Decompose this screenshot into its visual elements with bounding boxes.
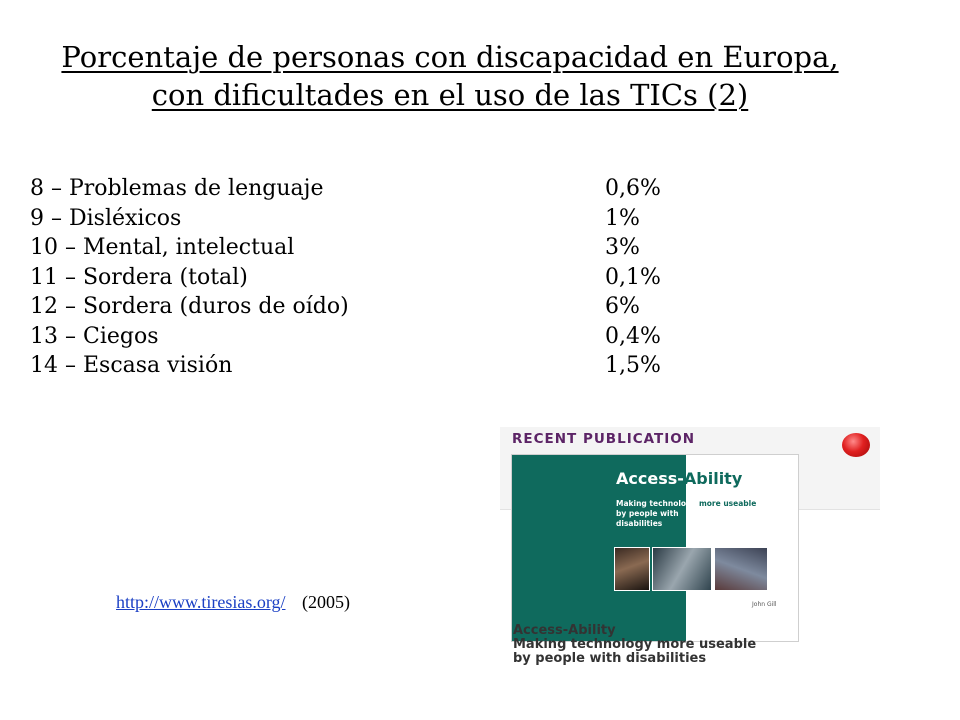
source-year: (2005)	[302, 592, 350, 612]
list-item: 10 – Mental, intelectual 3%	[30, 233, 710, 263]
slide-title-line-2: con dificultades en el uso de las TICs (…	[151, 78, 749, 112]
cover-subtitle-part-2: more useable	[698, 499, 757, 508]
list-item: 9 – Disléxicos 1%	[30, 204, 710, 234]
cover-subtitle-line-2: by people with	[616, 509, 679, 518]
item-label: 13 – Ciegos	[30, 323, 159, 349]
book-cover: Access-Ability Making technology more us…	[511, 454, 799, 642]
item-label: 9 – Disléxicos	[30, 205, 182, 231]
cover-subtitle-part-1: Making technology	[616, 499, 697, 508]
caption-line-1: Access-Ability	[513, 623, 616, 638]
item-label: 11 – Sordera (total)	[30, 264, 248, 290]
publication-header-title: RECENT PUBLICATION	[512, 431, 696, 447]
slide-title: Porcentaje de personas con discapacidad …	[0, 38, 900, 114]
list-item: 12 – Sordera (duros de oído) 6%	[30, 292, 710, 322]
cover-subtitle-line-3: disabilities	[616, 519, 663, 528]
disability-percentage-list: 8 – Problemas de lenguaje 0,6% 9 – Dislé…	[30, 174, 710, 381]
cover-title-part-1: Access-	[616, 469, 684, 488]
list-item: 13 – Ciegos 0,4%	[30, 322, 710, 352]
cover-author: John Gill	[752, 601, 777, 608]
item-label: 12 – Sordera (duros de oído)	[30, 294, 349, 319]
item-label: 8 – Problemas de lenguaje	[30, 176, 324, 201]
item-label: 14 – Escasa visión	[30, 353, 233, 378]
caption-line-3: by people with disabilities	[513, 651, 707, 666]
item-value: 0,6%	[605, 176, 661, 201]
caption-line-2: Making technology more useable	[513, 637, 757, 652]
cover-title: Access-Ability	[616, 469, 742, 488]
source-citation: http://www.tiresias.org/ (2005)	[116, 592, 350, 613]
item-value: 1,5%	[605, 353, 661, 378]
item-value: 0,1%	[605, 264, 661, 290]
publication-image: RECENT PUBLICATION Access-Ability Making…	[500, 427, 880, 687]
list-item: 8 – Problemas de lenguaje 0,6%	[30, 174, 710, 204]
cover-title-part-2: Ability	[683, 469, 743, 488]
tiresias-link[interactable]: http://www.tiresias.org/	[116, 592, 286, 612]
item-value: 0,4%	[605, 323, 661, 349]
item-label: 10 – Mental, intelectual	[30, 235, 295, 260]
cover-photo-portrait	[614, 547, 650, 591]
publication-caption: Access-Ability Making technology more us…	[513, 624, 873, 666]
list-item: 14 – Escasa visión 1,5%	[30, 351, 710, 381]
list-item: 11 – Sordera (total) 0,1%	[30, 263, 710, 293]
cover-photo-computer	[652, 547, 712, 591]
cover-photo-wheelchair	[714, 547, 768, 591]
slide-title-line-1: Porcentaje de personas con discapacidad …	[61, 40, 839, 74]
item-value: 3%	[605, 235, 640, 260]
item-value: 6%	[605, 294, 640, 319]
cover-subtitle: Making technology more useable by people…	[616, 499, 791, 529]
item-value: 1%	[605, 205, 640, 231]
red-ball-icon	[842, 433, 870, 457]
